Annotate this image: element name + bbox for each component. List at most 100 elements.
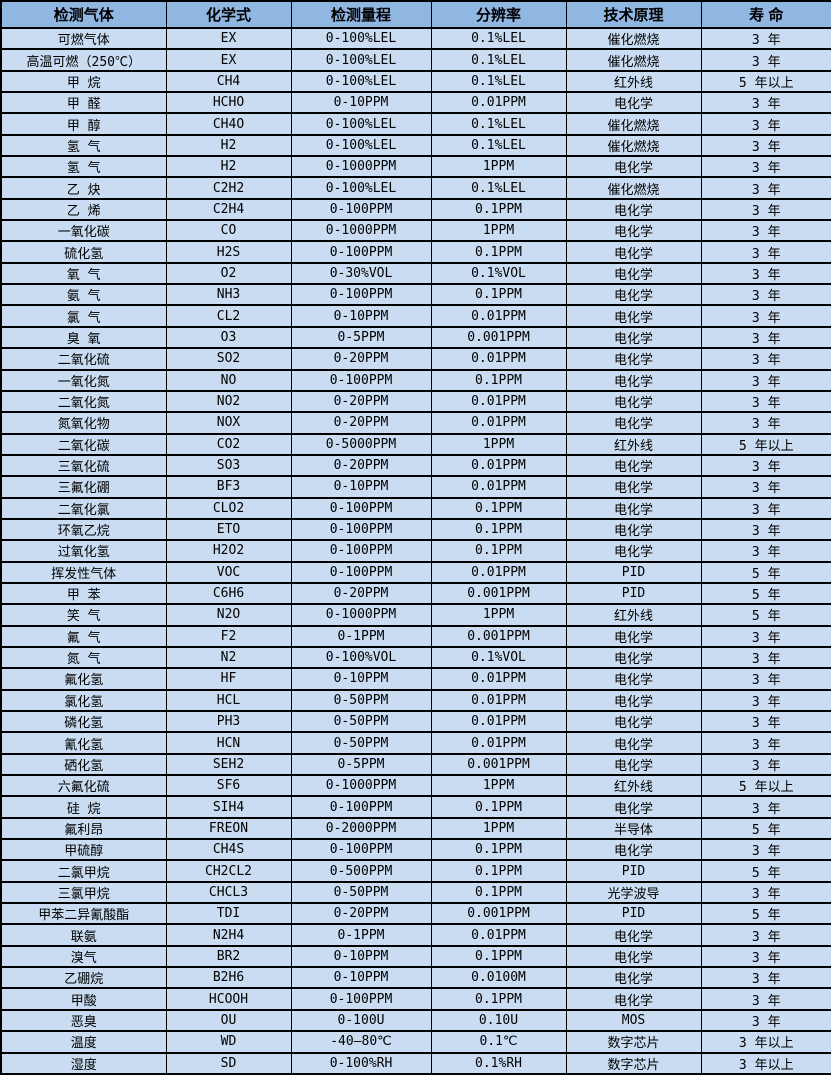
cell-gas-name: 二氧化碳 — [0, 432, 167, 456]
cell-formula: CH4S — [165, 838, 292, 862]
cell-resolution: 0.001PPM — [430, 581, 567, 606]
cell-gas-name: 二氯甲烷 — [0, 859, 167, 883]
cell-formula: PH3 — [165, 709, 292, 734]
table-row: 氮 气 N2 0-100%VOL 0.1%VOL 电化学 3 年 — [0, 645, 831, 670]
cell-resolution: 0.1%VOL — [430, 261, 567, 286]
table-row: 臭 氧 O3 0-5PPM 0.001PPM 电化学 3 年 — [0, 325, 831, 350]
cell-gas-name: 氮 气 — [0, 645, 167, 670]
cell-formula: CO — [165, 219, 292, 243]
cell-resolution: 0.1PPM — [430, 795, 567, 819]
cell-lifespan: 3 年 — [700, 197, 831, 222]
cell-lifespan: 3 年 — [700, 389, 831, 414]
cell-principle: 电化学 — [565, 731, 702, 755]
cell-resolution: 0.01PPM — [430, 560, 567, 584]
cell-formula: N2O — [165, 603, 292, 627]
cell-range: 0-10PPM — [290, 304, 432, 328]
cell-formula: N2H4 — [165, 923, 292, 947]
table-row: 湿度 SD 0-100%RH 0.1%RH 数字芯片 3 年以上 — [0, 1051, 831, 1075]
column-header-resolution: 分辨率 — [430, 0, 567, 29]
cell-resolution: 1PPM — [430, 774, 567, 798]
cell-principle: PID — [565, 902, 702, 926]
cell-lifespan: 5 年 — [700, 603, 831, 627]
table-row: 过氧化氢 H2O2 0-100PPM 0.1PPM 电化学 3 年 — [0, 539, 831, 563]
cell-gas-name: 湿度 — [0, 1051, 167, 1075]
cell-principle: 催化燃烧 — [565, 48, 702, 72]
cell-gas-name: 笑 气 — [0, 603, 167, 627]
cell-range: 0-10PPM — [290, 475, 432, 499]
cell-formula: BR2 — [165, 944, 292, 969]
cell-gas-name: 氮氧化物 — [0, 411, 167, 435]
table-row: 溴气 BR2 0-10PPM 0.1PPM 电化学 3 年 — [0, 944, 831, 969]
cell-range: 0-100%LEL — [290, 133, 432, 158]
cell-formula: HCOOH — [165, 987, 292, 1011]
cell-lifespan: 3 年 — [700, 880, 831, 905]
cell-range: 0-1000PPM — [290, 774, 432, 798]
cell-principle: 催化燃烧 — [565, 176, 702, 200]
cell-resolution: 0.01PPM — [430, 475, 567, 499]
cell-resolution: 0.001PPM — [430, 752, 567, 777]
cell-lifespan: 3 年 — [700, 709, 831, 734]
cell-resolution: 0.1%RH — [430, 1051, 567, 1075]
cell-formula: BF3 — [165, 475, 292, 499]
table-row: 甲苯二异氰酸酯 TDI 0-20PPM 0.001PPM PID 5 年 — [0, 902, 831, 926]
cell-formula: NOX — [165, 411, 292, 435]
cell-formula: CH4O — [165, 112, 292, 136]
cell-range: 0-100%LEL — [290, 176, 432, 200]
cell-resolution: 1PPM — [430, 155, 567, 179]
cell-lifespan: 5 年 — [700, 902, 831, 926]
cell-gas-name: 硒化氢 — [0, 752, 167, 777]
table-row: 三氟化硼 BF3 0-10PPM 0.01PPM 电化学 3 年 — [0, 475, 831, 499]
column-header-gas-name: 检测气体 — [0, 0, 167, 29]
cell-formula: SO3 — [165, 453, 292, 478]
cell-gas-name: 联氨 — [0, 923, 167, 947]
cell-principle: 电化学 — [565, 752, 702, 777]
table-row: 甲 醇 CH4O 0-100%LEL 0.1%LEL 催化燃烧 3 年 — [0, 112, 831, 136]
cell-formula: CHCL3 — [165, 880, 292, 905]
cell-principle: 电化学 — [565, 496, 702, 520]
cell-range: 0-100PPM — [290, 539, 432, 563]
cell-principle: MOS — [565, 1008, 702, 1033]
cell-lifespan: 3 年 — [700, 752, 831, 777]
table-row: 笑 气 N2O 0-1000PPM 1PPM 红外线 5 年 — [0, 603, 831, 627]
cell-principle: 红外线 — [565, 432, 702, 456]
cell-principle: 电化学 — [565, 475, 702, 499]
cell-lifespan: 3 年 — [700, 624, 831, 648]
cell-lifespan: 3 年 — [700, 411, 831, 435]
column-header-range: 检测量程 — [290, 0, 432, 29]
cell-range: 0-1PPM — [290, 923, 432, 947]
table-row: 一氧化碳 CO 0-1000PPM 1PPM 电化学 3 年 — [0, 219, 831, 243]
cell-resolution: 0.1%LEL — [430, 133, 567, 158]
cell-formula: CLO2 — [165, 496, 292, 520]
table-row: 氧 气 O2 0-30%VOL 0.1%VOL 电化学 3 年 — [0, 261, 831, 286]
cell-resolution: 0.1PPM — [430, 880, 567, 905]
cell-gas-name: 二氧化氯 — [0, 496, 167, 520]
table-row: 氨 气 NH3 0-100PPM 0.1PPM 电化学 3 年 — [0, 283, 831, 307]
cell-resolution: 0.01PPM — [430, 91, 567, 115]
cell-lifespan: 3 年 — [700, 496, 831, 520]
cell-gas-name: 甲酸 — [0, 987, 167, 1011]
cell-lifespan: 3 年 — [700, 219, 831, 243]
table-row: 甲 醛 HCHO 0-10PPM 0.01PPM 电化学 3 年 — [0, 91, 831, 115]
cell-principle: 电化学 — [565, 411, 702, 435]
cell-lifespan: 5 年 — [700, 581, 831, 606]
cell-lifespan: 3 年 — [700, 688, 831, 713]
cell-gas-name: 乙 烯 — [0, 197, 167, 222]
cell-resolution: 0.01PPM — [430, 731, 567, 755]
cell-gas-name: 二氧化氮 — [0, 389, 167, 414]
cell-lifespan: 5 年以上 — [700, 774, 831, 798]
cell-principle: 电化学 — [565, 304, 702, 328]
cell-lifespan: 5 年 — [700, 859, 831, 883]
cell-gas-name: 氟利昂 — [0, 816, 167, 841]
cell-lifespan: 5 年以上 — [700, 432, 831, 456]
cell-gas-name: 氢 气 — [0, 155, 167, 179]
cell-formula: O3 — [165, 325, 292, 350]
cell-formula: HCHO — [165, 91, 292, 115]
cell-lifespan: 3 年 — [700, 1008, 831, 1033]
cell-resolution: 0.01PPM — [430, 411, 567, 435]
cell-formula: SO2 — [165, 347, 292, 371]
cell-range: 0-50PPM — [290, 709, 432, 734]
cell-range: 0-10PPM — [290, 667, 432, 691]
cell-lifespan: 3 年 — [700, 112, 831, 136]
cell-range: 0-50PPM — [290, 880, 432, 905]
cell-range: 0-2000PPM — [290, 816, 432, 841]
